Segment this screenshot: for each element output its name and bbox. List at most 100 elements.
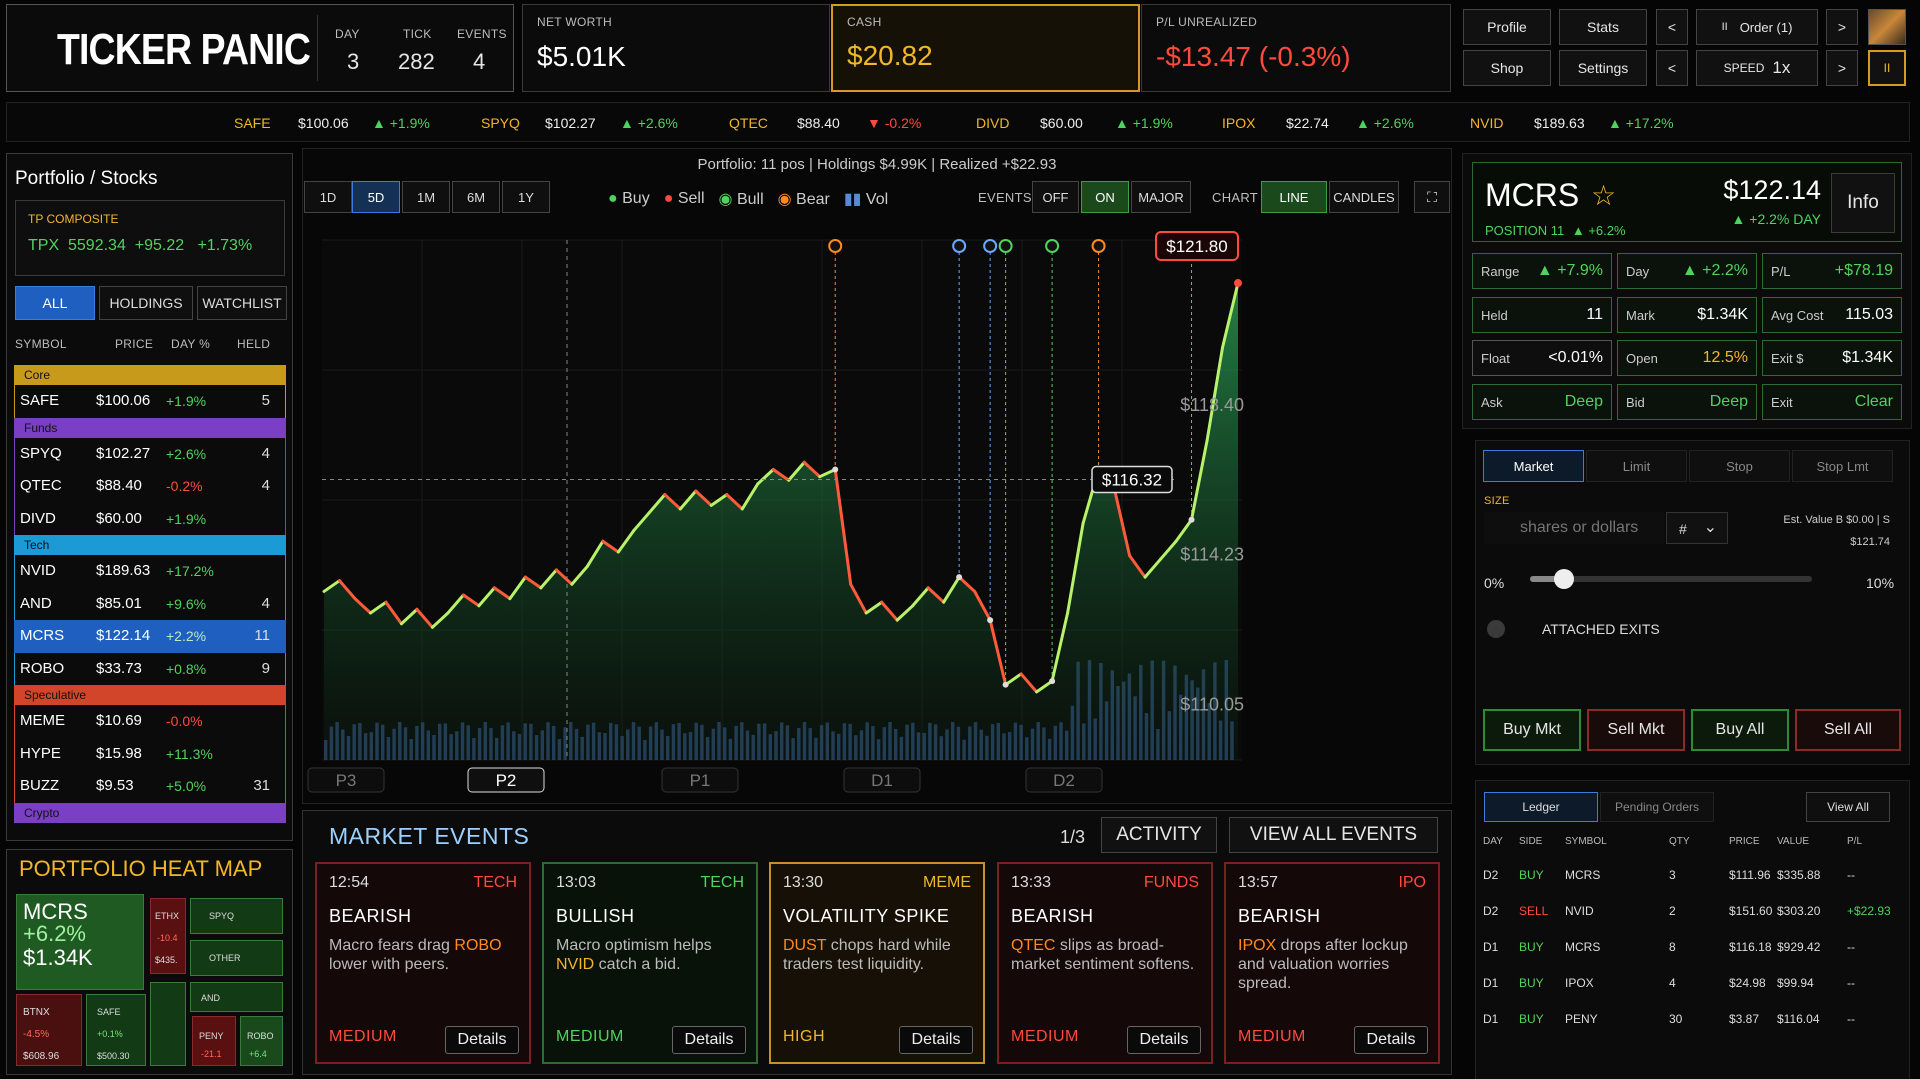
heatmap-tile-ethx[interactable]: ETHX -10.4 $435. (150, 898, 186, 974)
event-marker[interactable] (983, 239, 998, 253)
order-next-button[interactable]: > (1826, 9, 1858, 45)
stock-row[interactable]: HYPE $15.98 +11.3% (20, 744, 213, 762)
event-marker[interactable] (1045, 239, 1060, 253)
buy-market-button[interactable]: Buy Mkt (1483, 709, 1581, 751)
expand-button[interactable]: ⛶ (1414, 181, 1450, 213)
size-slider[interactable] (1530, 569, 1812, 589)
heatmap-tile-safe[interactable]: SAFE +0.1% $500.30 (86, 994, 146, 1066)
sell-legend[interactable]: ● Sell (663, 190, 705, 207)
event-marker[interactable] (1091, 239, 1106, 253)
event-card[interactable]: 13:57 IPO BEARISH IPOX drops after lockup a… (1224, 862, 1440, 1064)
shop-button[interactable]: Shop (1463, 50, 1551, 86)
stock-row[interactable]: BUZZ $9.53 +5.0% 31 (20, 777, 270, 794)
x-tick-box[interactable] (1025, 767, 1103, 793)
order-prev-button[interactable]: < (1656, 9, 1688, 45)
buy-all-button[interactable]: Buy All (1691, 709, 1789, 751)
stats-button[interactable]: Stats (1559, 9, 1647, 45)
stock-row[interactable]: DIVD $60.00 +1.9% (20, 509, 207, 527)
ledger-row[interactable]: D1 BUY MCRS 8 $116.18 $929.42 -- (1483, 940, 1855, 954)
stock-row[interactable]: MCRS $122.14 +2.2% 11 (14, 620, 286, 653)
chart-candles[interactable]: CANDLES (1329, 181, 1399, 213)
x-tick-box[interactable] (307, 767, 385, 793)
event-marker[interactable] (828, 239, 843, 253)
event-card[interactable]: 13:33 FUNDS BEARISH QTEC slips as broad-mar… (997, 862, 1213, 1064)
heatmap-tile-blank[interactable] (150, 982, 186, 1066)
details-button[interactable]: Details (899, 1026, 973, 1054)
pause-button[interactable]: II (1868, 50, 1906, 86)
group-header[interactable]: Speculative (14, 685, 286, 705)
settings-button[interactable]: Settings (1559, 50, 1647, 86)
order-tab-limit[interactable]: Limit (1586, 450, 1687, 482)
speed-prev-button[interactable]: < (1656, 50, 1688, 86)
ledger-row[interactable]: D1 BUY PENY 30 $3.87 $116.04 -- (1483, 1012, 1855, 1026)
speed-next-button[interactable]: > (1826, 50, 1858, 86)
details-button[interactable]: Details (672, 1026, 746, 1054)
heatmap-tile-mcrs[interactable]: MCRS +6.2% $1.34K (16, 894, 144, 990)
activity-button[interactable]: ACTIVITY (1101, 817, 1217, 853)
x-tick-box[interactable] (661, 767, 739, 793)
stock-row[interactable]: SPYQ $102.27 +2.6% 4 (20, 444, 270, 462)
heatmap-tile-robo[interactable]: ROBO +6.4 (240, 1016, 283, 1066)
events-off[interactable]: OFF (1032, 181, 1079, 213)
chart-line[interactable]: LINE (1261, 181, 1327, 213)
speed-control[interactable]: SPEED 1x (1696, 50, 1818, 86)
range-1m[interactable]: 1M (402, 181, 450, 213)
heatmap-tile-peny[interactable]: PENY -21.1 (192, 1016, 236, 1066)
event-card[interactable]: 13:03 TECH BULLISH Macro optimism helps NVI… (542, 862, 758, 1064)
events-major[interactable]: MAJOR (1131, 181, 1191, 213)
vol-legend[interactable]: ▮▮ Vol (843, 191, 889, 208)
range-1d[interactable]: 1D (304, 181, 352, 213)
order-queue[interactable]: II Order (1) (1696, 9, 1818, 45)
ticker-symbol[interactable]: SAFE (234, 115, 271, 131)
group-header[interactable]: Funds (14, 417, 286, 438)
order-tab-stoplmt[interactable]: Stop Lmt (1792, 450, 1893, 482)
sell-market-button[interactable]: Sell Mkt (1587, 709, 1685, 751)
x-tick-box[interactable] (843, 767, 921, 793)
stock-row[interactable]: MEME $10.69 -0.0% (20, 712, 203, 729)
heatmap-tile-and[interactable]: AND (190, 982, 283, 1012)
details-button[interactable]: Details (445, 1026, 519, 1054)
bull-legend[interactable]: ◉ Bull (718, 191, 764, 208)
unit-select[interactable]: # ⌄ (1666, 512, 1728, 544)
info-button[interactable]: Info (1831, 173, 1895, 233)
event-marker[interactable] (998, 239, 1013, 253)
ledger-row[interactable]: D2 BUY MCRS 3 $111.96 $335.88 -- (1483, 868, 1855, 882)
size-input[interactable] (1484, 512, 1664, 544)
range-6m[interactable]: 6M (452, 181, 500, 213)
event-marker[interactable] (952, 239, 967, 253)
ledger-row[interactable]: D2 SELL NVID 2 $151.60 $303.20 +$22.93 (1483, 904, 1891, 918)
stock-row[interactable]: SAFE $100.06 +1.9% 5 (20, 392, 270, 409)
event-card[interactable]: 13:30 MEME VOLATILITY SPIKE DUST chops hard… (769, 862, 985, 1064)
stock-row[interactable]: ROBO $33.73 +0.8% 9 (20, 659, 270, 677)
event-card[interactable]: 12:54 TECH BEARISH Macro fears drag ROBO lo… (315, 862, 531, 1064)
stock-row[interactable]: NVID $189.63 +17.2% (20, 562, 214, 579)
ledger-row[interactable]: D1 BUY IPOX 4 $24.98 $99.94 -- (1483, 976, 1855, 990)
group-header[interactable]: Crypto (14, 802, 286, 823)
buy-legend[interactable]: ● Buy (608, 190, 650, 207)
heatmap-tile-btnx[interactable]: BTNX -4.5% $608.96 (16, 994, 82, 1066)
profile-button[interactable]: Profile (1463, 9, 1551, 45)
attached-exits-toggle[interactable] (1487, 620, 1505, 638)
ticker-symbol[interactable]: SPYQ (481, 115, 520, 131)
heatmap-tile-spyq[interactable]: SPYQ (190, 898, 283, 934)
view-all-ledger-button[interactable]: View All (1806, 792, 1890, 822)
slider-knob[interactable] (1554, 569, 1575, 589)
tab-pending-orders[interactable]: Pending Orders (1600, 792, 1714, 822)
avatar[interactable] (1868, 9, 1906, 45)
stock-row[interactable]: AND $85.01 +9.6% 4 (20, 594, 270, 612)
heatmap-tile-other[interactable]: OTHER (190, 940, 283, 976)
group-header[interactable]: Tech (14, 535, 286, 555)
range-1y[interactable]: 1Y (502, 181, 550, 213)
ticker-symbol[interactable]: NVID (1470, 115, 1504, 131)
details-button[interactable]: Details (1127, 1026, 1201, 1054)
x-tick-box[interactable] (467, 767, 545, 793)
order-tab-market[interactable]: Market (1483, 450, 1584, 482)
tab-watchlist[interactable]: WATCHLIST (197, 286, 287, 320)
details-button[interactable]: Details (1354, 1026, 1428, 1054)
range-5d[interactable]: 5D (352, 181, 400, 213)
tab-all[interactable]: ALL (15, 286, 95, 320)
ticker-symbol[interactable]: DIVD (976, 115, 1010, 131)
ticker-symbol[interactable]: QTEC (729, 115, 768, 131)
sell-all-button[interactable]: Sell All (1795, 709, 1901, 751)
events-on[interactable]: ON (1081, 181, 1129, 213)
